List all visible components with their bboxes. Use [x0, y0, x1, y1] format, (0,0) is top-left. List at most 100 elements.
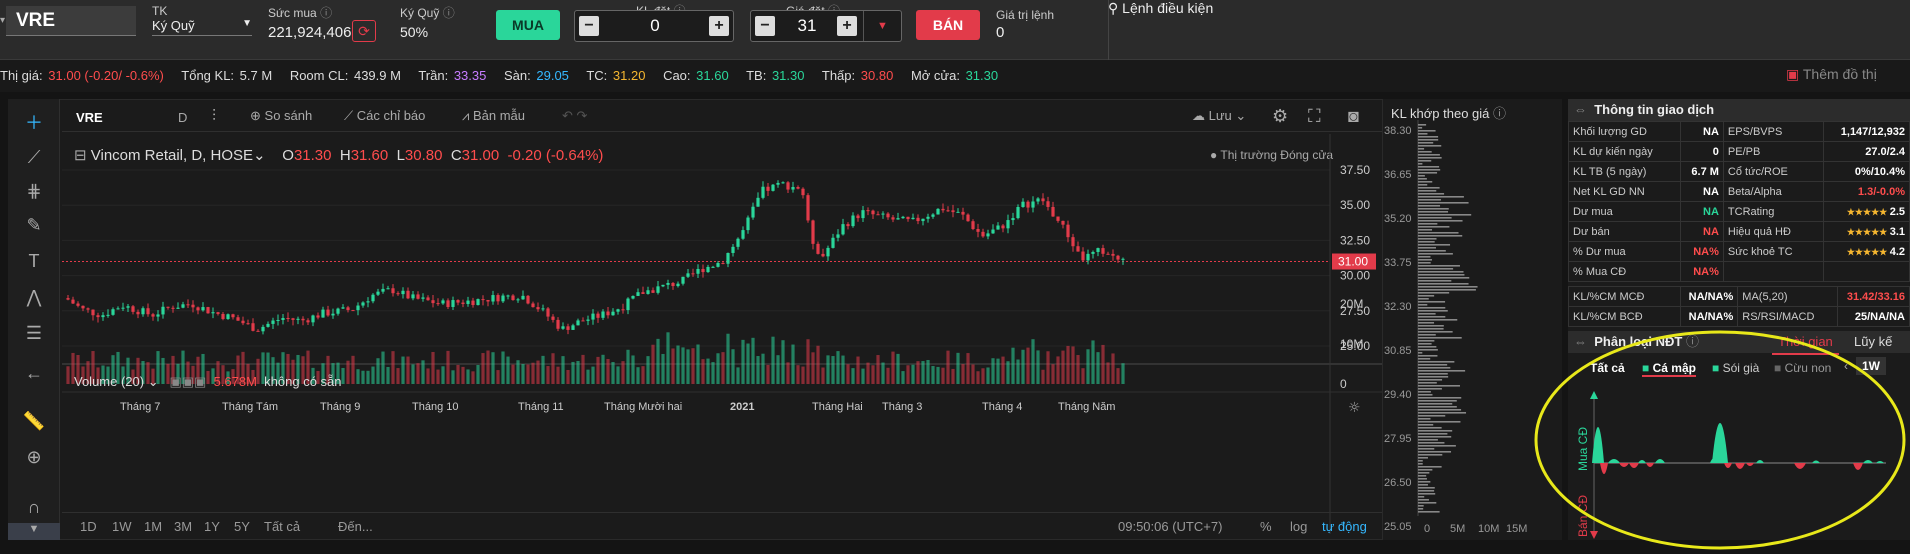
candle	[566, 326, 570, 330]
profile-bar	[1418, 325, 1444, 327]
candle	[286, 318, 290, 320]
price-stepper[interactable]: − 31 + ▼	[750, 10, 902, 42]
month-label: Tháng Năm	[1058, 401, 1115, 413]
tab-time[interactable]: Thời gian	[1772, 331, 1839, 355]
range-all[interactable]: Tất cả	[264, 519, 301, 534]
volume-bar	[526, 364, 530, 384]
trendline-icon[interactable]: ⟋	[27, 147, 41, 167]
candle	[186, 304, 190, 306]
candle	[691, 273, 695, 275]
camera-icon[interactable]: ◙	[1348, 106, 1359, 126]
profile-bar	[1418, 424, 1434, 426]
text-icon[interactable]: T	[28, 251, 40, 271]
minus-icon[interactable]: −	[579, 16, 599, 36]
candle	[526, 295, 530, 304]
expand-icon[interactable]: ⇔	[1574, 102, 1587, 117]
sell-button[interactable]: BÁN	[916, 10, 980, 40]
flow-spike	[1712, 423, 1728, 463]
collapse-legend-icon[interactable]: ⊟	[74, 147, 87, 164]
plus-icon[interactable]: +	[837, 16, 857, 36]
profile-bar	[1418, 373, 1448, 375]
range-1w[interactable]: 1W	[112, 519, 132, 534]
interval-button[interactable]: D	[178, 110, 188, 125]
collapse-toolbar-icon[interactable]: ▼	[8, 523, 60, 540]
collapse-arrow-icon[interactable]: ▾	[0, 15, 6, 26]
brush-icon[interactable]: ✎	[26, 215, 42, 235]
range-5y[interactable]: 5Y	[234, 519, 250, 534]
candle	[991, 229, 995, 234]
range-1d[interactable]: 1D	[80, 519, 97, 534]
chart-header: VRE D ⫶ ⊕ So sánh ⟋ Các chỉ báo ⩘ Bản mẫ…	[62, 104, 1392, 132]
more-charts-button[interactable]: ▣ Thêm đồ thị	[1786, 66, 1877, 83]
candle	[726, 252, 730, 264]
symbol-input[interactable]: VRE	[6, 6, 136, 36]
profile-bar	[1418, 355, 1438, 357]
volume-bar	[841, 355, 845, 384]
buy-button[interactable]: MUA	[496, 10, 560, 40]
account-select[interactable]: Ký Quỹ ▼	[152, 18, 252, 36]
refresh-icon[interactable]: ⟳	[352, 20, 376, 42]
qty-value[interactable]: 0	[650, 16, 660, 35]
undo-icon[interactable]: ↶ ↷	[562, 108, 588, 123]
range-3m[interactable]: 3M	[174, 519, 193, 534]
volume-bar	[821, 367, 825, 384]
fib-icon[interactable]: ⋕	[26, 181, 42, 201]
compare-button[interactable]: ⊕ So sánh	[250, 108, 313, 123]
range-1m[interactable]: 1M	[144, 519, 163, 534]
volume-bar	[941, 367, 945, 384]
candle	[631, 295, 635, 299]
percent-toggle[interactable]: %	[1260, 519, 1272, 534]
back-arrow-icon[interactable]: ←	[25, 363, 43, 383]
filter-shark[interactable]: ■ Cá mập	[1642, 361, 1696, 377]
candle-type-icon[interactable]: ⫶	[212, 108, 217, 125]
log-toggle[interactable]: log	[1290, 519, 1308, 534]
minus-icon[interactable]: −	[755, 16, 775, 36]
volume-bar	[151, 368, 155, 384]
legend-name[interactable]: Vincom Retail, D, HOSE	[90, 147, 254, 164]
prediction-icon[interactable]: ☰	[25, 323, 43, 343]
chart-symbol[interactable]: VRE	[76, 110, 103, 125]
pattern-icon[interactable]: ⋀	[26, 287, 42, 307]
price-chart[interactable]: 37.50 35.00 32.50 30.00 27.50 25.00 31.00 20M 10…	[62, 134, 1400, 534]
save-button[interactable]: ☁ Lưu ⌄	[1192, 108, 1247, 123]
volume-bar	[276, 362, 280, 384]
period-select[interactable]: 1W	[1856, 357, 1886, 375]
crosshair-icon[interactable]: ＋	[25, 113, 43, 133]
filter-all[interactable]: Tất cả	[1590, 361, 1625, 375]
settings-icon[interactable]: ⚙	[1272, 106, 1289, 126]
price-value[interactable]: 31	[797, 16, 817, 35]
period-prev-icon[interactable]: ‹	[1844, 359, 1848, 373]
qty-stepper[interactable]: − 0 +	[574, 10, 734, 42]
indicators-button[interactable]: ⟋ Các chỉ báo	[344, 108, 426, 123]
fullscreen-icon[interactable]: ⛶	[1308, 106, 1321, 126]
volume-bar	[96, 367, 100, 384]
range-1y[interactable]: 1Y	[204, 519, 220, 534]
ruler-icon[interactable]: 📏	[22, 411, 46, 431]
zoom-icon[interactable]: ⊕	[26, 447, 42, 467]
profile-bar	[1418, 316, 1446, 318]
goto-date[interactable]: Đến...	[338, 519, 373, 534]
candle	[826, 247, 830, 257]
expand-icon[interactable]: ⇔	[1574, 334, 1587, 349]
ticker-price-label: Thị giá:	[0, 68, 43, 83]
profile-bar	[1418, 358, 1431, 360]
volume-bar	[376, 358, 380, 384]
tab-accumulated[interactable]: Lũy kế	[1854, 334, 1893, 349]
profile-bar	[1418, 136, 1439, 138]
price-dropdown-icon[interactable]: ▼	[863, 11, 901, 41]
magnet-icon[interactable]: ∩	[27, 497, 41, 517]
volume-bar	[356, 369, 360, 384]
filter-wolf[interactable]: ■ Sói già	[1712, 361, 1760, 375]
range-bar: 1D 1W 1M 3M 1Y 5Y Tất cả Đến... 09:50:06…	[62, 512, 1392, 538]
volume-bar	[601, 354, 605, 384]
conditional-order-button[interactable]: ⚲ Lệnh điều kiện	[1108, 0, 1213, 17]
volume-bar	[971, 364, 975, 384]
auto-toggle[interactable]: tự động	[1322, 519, 1367, 534]
candle	[336, 308, 340, 314]
filter-sheep[interactable]: ■ Cừu non	[1774, 361, 1832, 375]
plus-icon[interactable]: +	[709, 16, 729, 36]
volume-bar	[571, 361, 575, 384]
order-value: 0	[996, 24, 1005, 41]
profile-bar	[1418, 292, 1450, 294]
templates-button[interactable]: ⩘ Bản mẫu	[462, 108, 526, 123]
